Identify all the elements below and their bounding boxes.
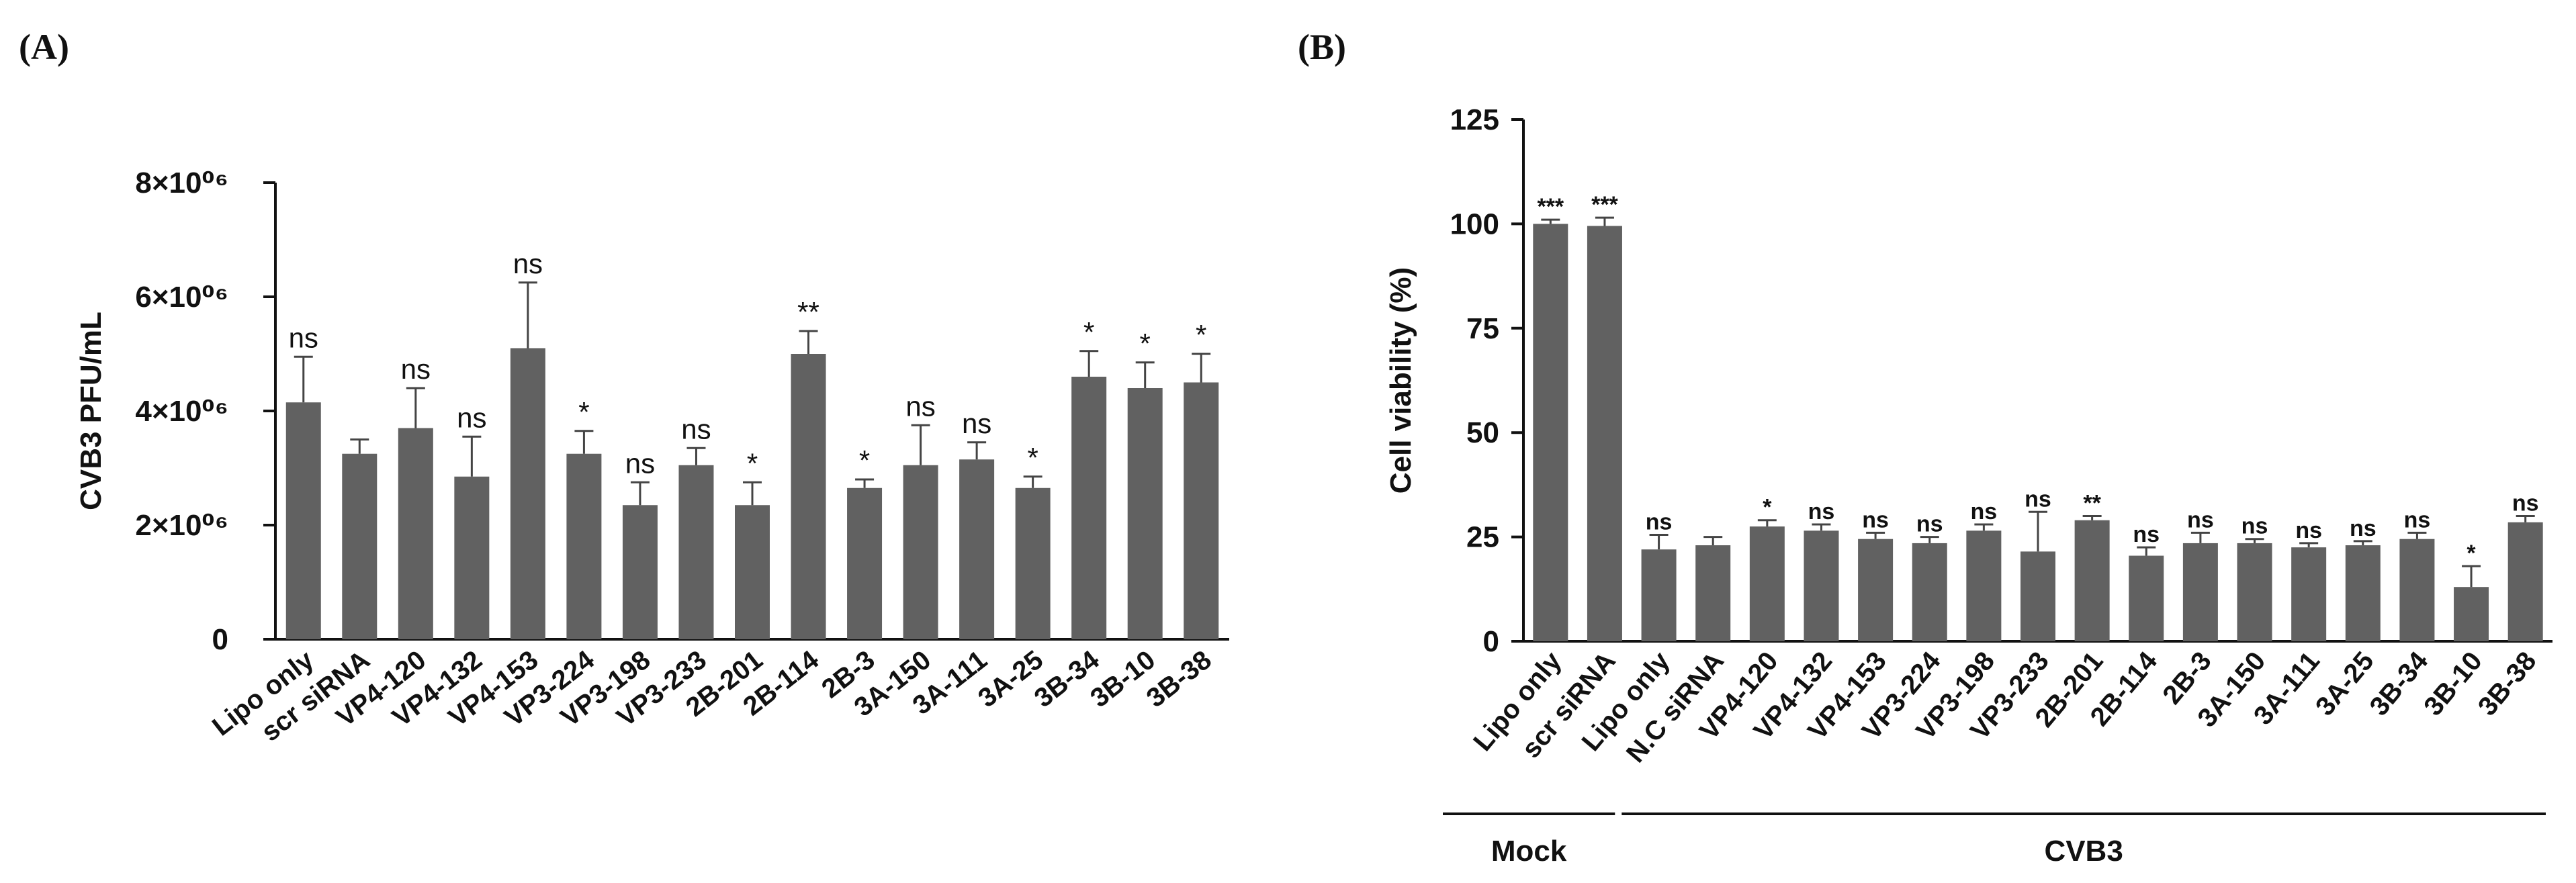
group-label: CVB3 xyxy=(2044,835,2123,868)
significance-label-b: ns xyxy=(1971,499,1998,524)
y-tick-label-a: 8×10⁰⁶ xyxy=(135,167,228,199)
significance-label-b: ns xyxy=(2512,491,2539,516)
significance-label-b: ns xyxy=(2187,507,2214,532)
significance-label-a: ns xyxy=(289,322,318,353)
group-label: Mock xyxy=(1491,835,1567,868)
panel-label-b: (B) xyxy=(1298,27,1346,67)
category-label-a: 3B-38 xyxy=(1141,645,1217,713)
bar-a xyxy=(1071,377,1107,639)
significance-label-a: * xyxy=(1083,316,1094,348)
significance-label-a: * xyxy=(1027,442,1038,473)
bar-b xyxy=(2129,555,2164,641)
y-tick-label-a: 6×10⁰⁶ xyxy=(135,281,228,314)
bar-b xyxy=(1587,226,1622,641)
bar-b xyxy=(1804,530,1839,641)
y-tick-label-b: 125 xyxy=(1450,103,1499,136)
significance-label-a: ns xyxy=(457,402,486,433)
bar-a xyxy=(847,487,883,639)
bar-b xyxy=(2020,551,2055,641)
significance-label-a: * xyxy=(578,396,589,428)
significance-label-b: ns xyxy=(1646,509,1673,535)
significance-label-b: ns xyxy=(2241,514,2268,539)
y-tick-label-b: 50 xyxy=(1466,416,1499,449)
significance-label-a: ns xyxy=(625,447,655,479)
bar-a xyxy=(1015,487,1051,639)
significance-label-b: ns xyxy=(2133,522,2160,547)
bar-a xyxy=(510,348,545,639)
y-axis-title-b: Cell viability (%) xyxy=(1384,267,1417,494)
y-tick-label-b: 0 xyxy=(1483,625,1499,658)
category-label-a: 3B-10 xyxy=(1085,645,1161,713)
bar-a xyxy=(903,465,938,639)
bar-a xyxy=(678,465,714,639)
bar-a xyxy=(959,459,995,639)
chart-panel-a: (A) 0 2×10⁰⁶ 4×10⁰⁶ 6×10⁰⁶ 8×10⁰⁶ CVB3 PFU/mL n… xyxy=(19,27,1229,747)
significance-label-b: ns xyxy=(2295,518,2322,543)
category-label-a: 3A-25 xyxy=(973,645,1049,713)
bar-b xyxy=(2182,543,2218,641)
significance-label-a: ns xyxy=(681,413,711,445)
bar-b xyxy=(2345,545,2381,641)
significance-label-b: * xyxy=(1763,495,1772,520)
category-label-b: 3B-10 xyxy=(2418,647,2488,722)
significance-label-a: * xyxy=(859,445,870,476)
bar-a xyxy=(566,453,602,639)
bar-b xyxy=(1966,530,2002,641)
y-tick-label-b: 75 xyxy=(1466,312,1499,345)
bar-b xyxy=(1533,224,1568,641)
significance-label-b: *** xyxy=(1537,194,1564,220)
bar-b xyxy=(2237,543,2272,641)
category-label-b: 3A-25 xyxy=(2310,647,2380,722)
significance-label-a: ns xyxy=(905,390,935,422)
bar-a xyxy=(285,402,321,639)
significance-label-b: ** xyxy=(2083,491,2101,516)
y-tick-label-a: 4×10⁰⁶ xyxy=(135,395,228,428)
bar-b xyxy=(1912,543,1947,641)
y-tick-label-b: 100 xyxy=(1450,207,1499,240)
y-tick-label-b: 25 xyxy=(1466,521,1499,554)
significance-label-a: * xyxy=(747,447,758,479)
significance-label-b: * xyxy=(2467,541,2476,566)
significance-label-b: ns xyxy=(2350,516,2377,541)
bar-a xyxy=(1127,388,1163,639)
significance-label-b: *** xyxy=(1591,192,1618,218)
bar-b xyxy=(1641,549,1677,641)
y-tick-label-a: 2×10⁰⁶ xyxy=(135,509,228,542)
significance-label-a: * xyxy=(1196,319,1206,351)
bar-a xyxy=(791,354,826,639)
bar-b xyxy=(2507,522,2543,641)
bar-b xyxy=(2291,547,2327,641)
bar-b xyxy=(2074,520,2110,641)
bar-b xyxy=(1749,526,1785,641)
category-label-a: 3B-34 xyxy=(1029,645,1106,713)
category-label-b: 3B-38 xyxy=(2473,647,2542,722)
panel-label-a: (A) xyxy=(19,27,69,67)
bar-a xyxy=(454,476,490,639)
significance-label-b: ns xyxy=(1916,512,1943,537)
significance-label-a: ns xyxy=(401,353,431,385)
bar-b xyxy=(1858,539,1894,641)
bar-b xyxy=(2399,539,2435,641)
y-axis-title-a: CVB3 PFU/mL xyxy=(75,312,107,510)
bar-b xyxy=(1695,545,1731,641)
significance-label-a: * xyxy=(1140,328,1151,359)
bar-b xyxy=(2454,587,2489,641)
bar-a xyxy=(1184,382,1219,639)
bar-a xyxy=(622,505,658,639)
significance-label-a: ns xyxy=(962,408,991,439)
significance-label-b: ns xyxy=(1862,507,1889,532)
significance-label-b: ns xyxy=(2025,486,2051,512)
significance-label-a: ns xyxy=(513,248,543,279)
bar-a xyxy=(342,453,377,639)
significance-label-a: ** xyxy=(797,296,819,328)
y-tick-label-a: 0 xyxy=(212,623,228,656)
significance-label-b: ns xyxy=(1808,499,1835,524)
bar-a xyxy=(735,505,770,639)
bar-a xyxy=(398,428,433,639)
category-label-b: 3B-34 xyxy=(2364,646,2434,721)
significance-label-b: ns xyxy=(2404,507,2431,532)
